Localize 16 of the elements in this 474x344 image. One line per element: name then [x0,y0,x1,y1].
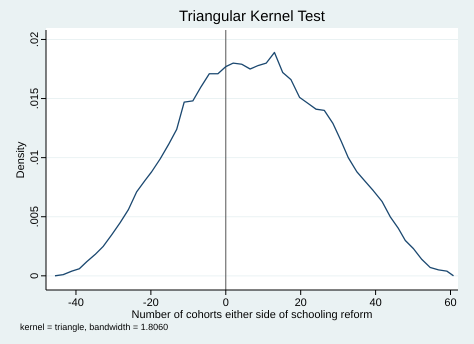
x-axis-title: Number of cohorts either side of schooling reform [132,309,372,321]
y-axis-title: Density [15,141,27,178]
x-tick-label: 0 [222,297,229,309]
y-tick-label: 0 [29,272,41,279]
x-tick-label: 60 [444,297,457,309]
line-series [54,52,454,276]
y-tick-label: .005 [29,206,41,228]
y-tick-label: .01 [29,150,41,166]
chart-title: Triangular Kernel Test [179,8,326,25]
text: kernel = triangle, bandwidth = 1.8060 [20,322,168,332]
x-tick-label: 40 [369,297,382,309]
y-tick-label: .02 [29,32,41,48]
x-tick-label: 20 [294,297,307,309]
x-tick-label: -20 [142,297,159,309]
x-tick-label: -40 [68,297,84,309]
y-tick-label: .015 [29,88,41,110]
